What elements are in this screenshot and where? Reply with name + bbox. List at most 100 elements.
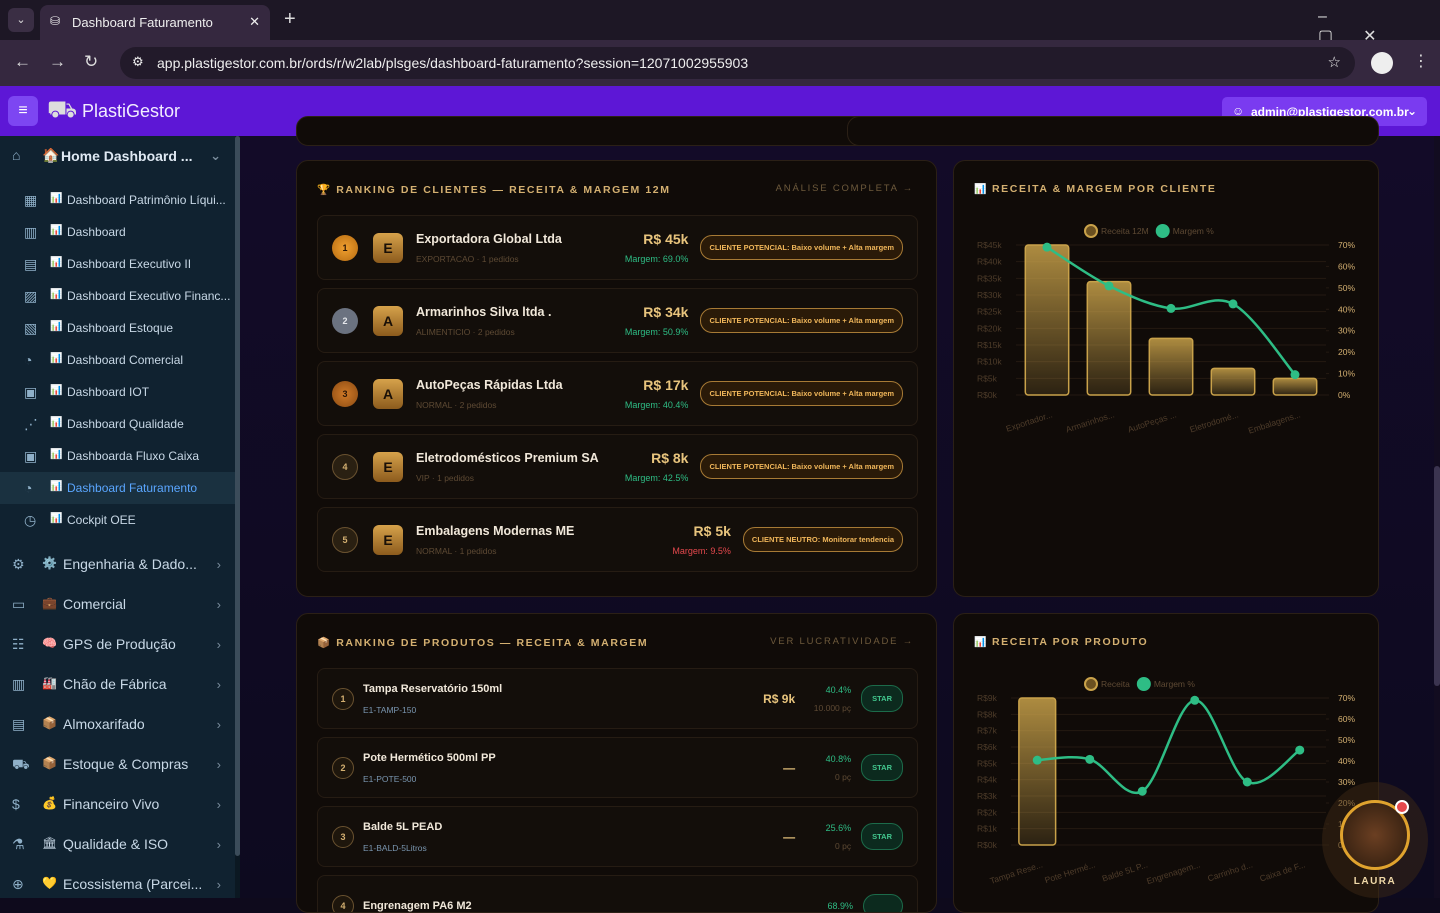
product-code: E1-BALD-5Litros (363, 843, 783, 853)
initial: E (373, 233, 403, 263)
y2-tick-label: 40% (1338, 756, 1355, 766)
nav-item[interactable]: ▨📊Dashboard Executivo Financ... (0, 280, 235, 312)
nav-label: Engenharia & Dado... (63, 556, 197, 572)
product-name: Pote Hermético 500ml PP (363, 752, 783, 764)
nav-section[interactable]: ⚗🏛Qualidade & ISO› (0, 824, 235, 864)
client-meta: ALIMENTICIO · 2 pedidos (416, 327, 625, 337)
chevron: › (217, 757, 221, 772)
bookmark[interactable]: ☆ (1328, 53, 1341, 71)
icon: 💼 (42, 596, 57, 610)
site-info: ⚙ (132, 54, 144, 70)
point (1229, 299, 1238, 308)
nav-group[interactable]: ⌂🏠Home Dashboard ...⌄ (0, 136, 235, 176)
nav-item[interactable]: ▦📊Dashboard Patrimônio Líqui... (0, 184, 235, 216)
nav-section[interactable]: $💰Financeiro Vivo› (0, 784, 235, 824)
clients-panel: 🏆 RANKING DE CLIENTES — RECEITA & MARGEM… (296, 160, 937, 597)
client-name: AutoPeças Rápidas Ltda (416, 378, 625, 392)
tab[interactable]: ⛁Dashboard Faturamento✕ (40, 5, 270, 40)
badge: CLIENTE NEUTRO: Monitorar tendencia (743, 527, 903, 552)
menu-toggle[interactable]: ≡ (8, 96, 38, 126)
legend-label: Receita (1101, 679, 1130, 689)
title: RANKING DE CLIENTES — RECEITA & MARGEM 1… (336, 184, 670, 196)
client-name: Armarinhos Silva ltda . (416, 305, 625, 319)
point (1190, 696, 1199, 705)
bar (1149, 338, 1192, 395)
panel (847, 116, 1379, 146)
chevron: › (217, 677, 221, 692)
nav-item[interactable]: ▣📊Dashboard IOT (0, 376, 235, 408)
nav-section[interactable]: ⚙⚙️Engenharia & Dado...› (0, 544, 235, 584)
panel-link[interactable]: ANÁLISE COMPLETA → (776, 183, 914, 194)
rank: 2 (332, 308, 358, 334)
nav-section[interactable]: ⛟📦Estoque & Compras› (0, 744, 235, 784)
badge: CLIENTE POTENCIAL: Baixo volume + Alta m… (700, 235, 903, 260)
product-info: Engrenagem PA6 M2 (363, 900, 805, 912)
icon: ▣ (24, 384, 37, 401)
icon: ⚗ (12, 836, 25, 853)
margin-block: 68.9% (805, 901, 853, 911)
nav-item[interactable]: ▥📊Dashboard (0, 216, 235, 248)
chevron: › (217, 717, 221, 732)
y-tick-label: R$15k (977, 340, 1002, 350)
browser-menu[interactable]: ⋮ (1413, 51, 1429, 71)
nav-item[interactable]: ▣📊Dashboarda Fluxo Caixa (0, 440, 235, 472)
bar (1025, 245, 1068, 395)
icon: 📊 (50, 225, 62, 236)
x-tick-label: Exportador... (1005, 409, 1054, 433)
nav-label: Almoxarifado (63, 716, 145, 732)
x-tick-label: Tampa Rese... (989, 859, 1044, 885)
nav-section[interactable]: ⊕💛Ecossistema (Parcei...› (0, 864, 235, 904)
nav-item[interactable]: ▧📊Dashboard Estoque (0, 312, 235, 344)
nav-item[interactable]: ⋰📊Dashboard Qualidade (0, 408, 235, 440)
panel-link[interactable]: VER LUCRATIVIDADE → (770, 636, 914, 647)
chevron: › (217, 877, 221, 892)
new-tab[interactable]: + (284, 8, 296, 31)
y-tick-label: R$35k (977, 273, 1002, 283)
url: app.plastigestor.com.br/ords/r/w2lab/pls… (157, 55, 748, 71)
assistant[interactable]: LAURA (1322, 782, 1428, 898)
nav-label: Dashboard Estoque (67, 321, 173, 335)
x-tick-label: Carrinho d... (1206, 859, 1254, 883)
nav-item[interactable]: ◔📊Dashboard Comercial (0, 344, 235, 376)
y2-tick-label: 40% (1338, 304, 1355, 314)
y-tick-label: R$3k (977, 791, 998, 801)
margin: 40.8% (803, 754, 851, 764)
icon: ▣ (24, 448, 37, 465)
rank: 1 (332, 235, 358, 261)
icon: ▧ (24, 320, 37, 337)
content: 🏆 RANKING DE CLIENTES — RECEITA & MARGEM… (240, 136, 1434, 898)
nav-section[interactable]: ▭💼Comercial› (0, 584, 235, 624)
nav-section[interactable]: ▥🏭Chão de Fábrica› (0, 664, 235, 704)
nav-item[interactable]: ▤📊Dashboard Executivo II (0, 248, 235, 280)
client-info: Armarinhos Silva ltda . ALIMENTICIO · 2 p… (416, 305, 625, 337)
url-field[interactable]: ⚙ app.plastigestor.com.br/ords/r/w2lab/pl… (120, 47, 1355, 79)
nav-section[interactable]: ▤📦Almoxarifado› (0, 704, 235, 744)
nav-section[interactable]: ☷🧠GPS de Produção› (0, 624, 235, 664)
icon: ⋰ (24, 416, 38, 433)
scrollbar-thumb[interactable] (1434, 466, 1440, 686)
nav-item[interactable]: ◔📊Dashboard Faturamento (0, 472, 235, 504)
bar (1087, 282, 1130, 395)
profile[interactable] (1371, 52, 1393, 74)
tab-menu[interactable]: ⌄ (8, 8, 34, 32)
margin: Margem: 42.5% (625, 473, 689, 483)
rank: 4 (332, 454, 358, 480)
icon: ⛟ (12, 756, 30, 775)
nav-buttons[interactable]: ←→↻ (14, 52, 116, 72)
panel (296, 116, 937, 146)
tab-close[interactable]: ✕ (249, 14, 260, 30)
rank: 3 (332, 381, 358, 407)
nav-item[interactable]: ◷📊Cockpit OEE (0, 504, 235, 536)
